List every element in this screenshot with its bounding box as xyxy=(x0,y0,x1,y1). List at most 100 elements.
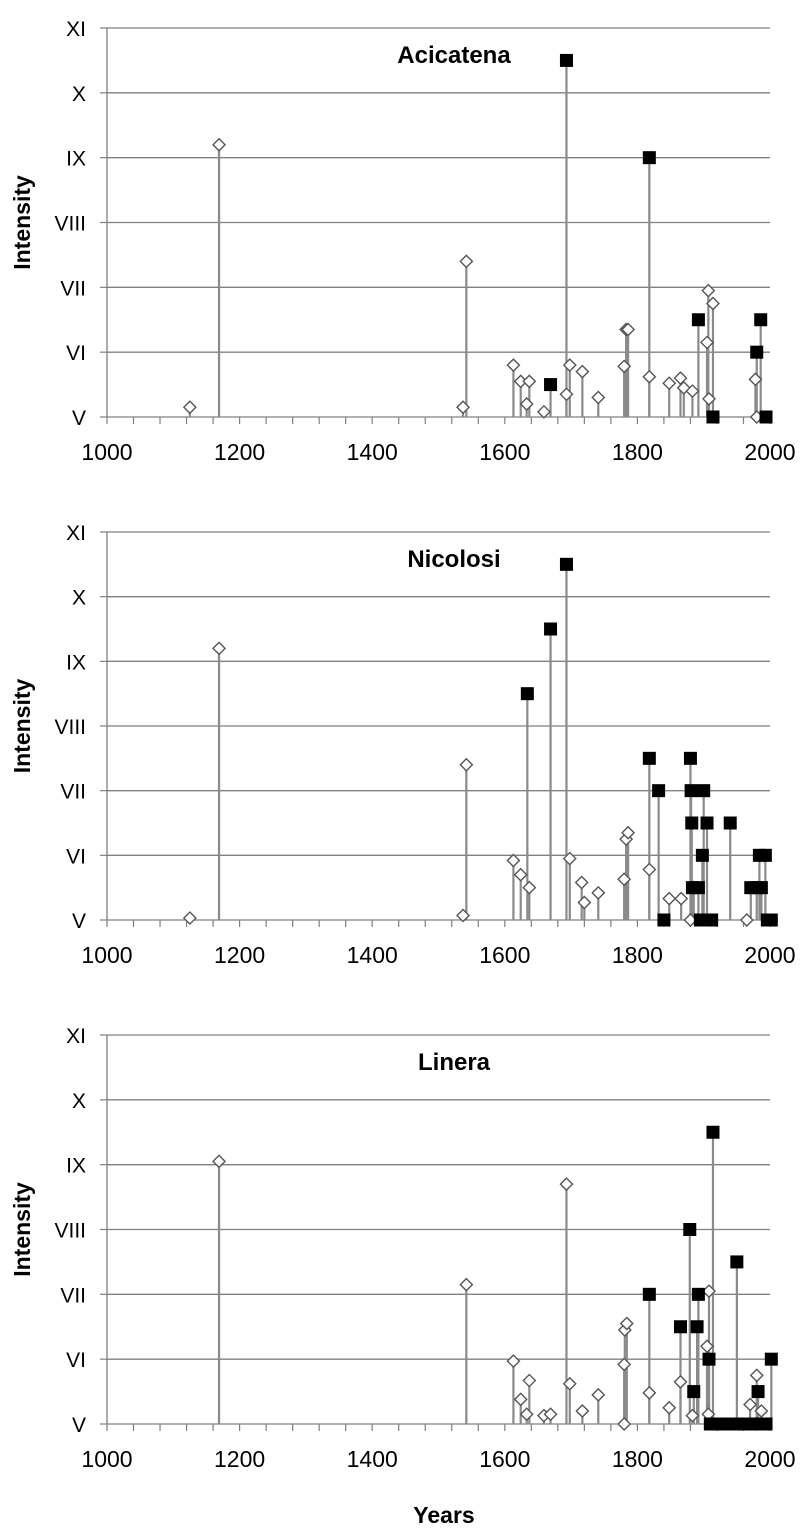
data-point-diamond xyxy=(574,875,589,890)
data-point-diamond xyxy=(685,1408,700,1423)
panel-linera: V VI VII VIII IX X XI 1000 1200 1400 1600 1800 2000 L… xyxy=(9,1025,796,1528)
y-tick-label: V xyxy=(72,910,86,933)
x-tick-label: 1000 xyxy=(81,439,132,465)
data-point-diamond xyxy=(506,853,521,868)
data-point-diamond xyxy=(701,283,716,298)
y-tick-label: IX xyxy=(66,1155,86,1178)
data-point-square xyxy=(683,751,697,765)
data-point-diamond xyxy=(642,369,657,384)
x-tick-label: 1800 xyxy=(612,942,663,968)
data-point-diamond xyxy=(513,867,528,882)
data-point-diamond xyxy=(642,1385,657,1400)
data-point-square xyxy=(764,1352,778,1366)
y-axis-label: Intensity xyxy=(9,679,35,774)
data-point-diamond xyxy=(575,1404,590,1419)
data-point-square xyxy=(657,913,671,927)
x-tick-label: 1000 xyxy=(81,942,132,968)
x-tick-label: 1200 xyxy=(214,942,265,968)
y-tick-label: X xyxy=(72,1090,86,1113)
x-tick-label: 2000 xyxy=(744,1446,795,1472)
data-point-square xyxy=(685,816,699,830)
data-point-diamond xyxy=(749,1368,764,1383)
data-point-square xyxy=(706,1125,720,1139)
data-point-diamond xyxy=(212,641,227,656)
data-point-diamond xyxy=(591,885,606,900)
y-tick-label: XI xyxy=(66,522,86,545)
data-point-square xyxy=(691,1287,705,1301)
y-tick-label: VI xyxy=(66,845,86,868)
data-point-square xyxy=(687,1385,701,1399)
data-point-square xyxy=(684,784,698,798)
data-point-diamond xyxy=(459,757,474,772)
data-point-square xyxy=(695,848,709,862)
x-tick-label: 1200 xyxy=(214,1446,265,1472)
panel-acicatena: V VI VII VIII IX X XI 1000 1200 1400 1600 1800 2000 A… xyxy=(9,18,796,465)
data-point-diamond xyxy=(621,322,636,337)
y-tick-label: XI xyxy=(66,1025,86,1048)
data-point-diamond xyxy=(591,1387,606,1402)
data-point-diamond xyxy=(506,358,521,373)
data-point-diamond xyxy=(212,1154,227,1169)
y-tick-label: X xyxy=(72,587,86,610)
data-point-square xyxy=(691,881,705,895)
data-point-square xyxy=(544,378,558,392)
data-point-square xyxy=(705,913,719,927)
data-point-square xyxy=(723,816,737,830)
data-point-diamond xyxy=(575,364,590,379)
data-point-diamond xyxy=(456,908,471,923)
data-point-diamond xyxy=(591,390,606,405)
y-tick-label: V xyxy=(72,407,86,430)
data-point-square xyxy=(754,881,768,895)
data-point-diamond xyxy=(506,1354,521,1369)
data-point-diamond xyxy=(621,825,636,840)
y-axis-label: Intensity xyxy=(9,175,35,270)
data-point-diamond xyxy=(182,400,197,415)
data-point-square xyxy=(730,1255,744,1269)
data-point-square xyxy=(544,622,558,636)
data-point-diamond xyxy=(662,891,677,906)
data-point-diamond xyxy=(748,372,763,387)
data-point-square xyxy=(559,53,573,67)
data-point-diamond xyxy=(212,137,227,152)
y-axis-label: Intensity xyxy=(9,1182,35,1277)
data-point-diamond xyxy=(519,1407,534,1422)
data-point-square xyxy=(702,1352,716,1366)
data-point-square xyxy=(690,1320,704,1334)
data-point-diamond xyxy=(513,1392,528,1407)
y-tick-label: VII xyxy=(60,781,86,804)
data-point-diamond xyxy=(519,397,534,412)
x-tick-label: 1800 xyxy=(612,439,663,465)
y-tick-label: VII xyxy=(60,277,86,300)
data-point-square xyxy=(691,313,705,327)
x-tick-label: 1400 xyxy=(347,439,398,465)
data-point-diamond xyxy=(459,1277,474,1292)
data-point-diamond xyxy=(702,391,716,406)
panel-nicolosi: V VI VII VIII IX X XI 1000 1200 1400 1600 1800 2000 N… xyxy=(9,522,796,968)
x-tick-label: 1800 xyxy=(612,1446,663,1472)
y-tick-label: V xyxy=(72,1414,86,1437)
data-point-diamond xyxy=(673,371,688,386)
data-point-diamond xyxy=(182,911,197,926)
y-tick-label: X xyxy=(72,83,86,106)
data-point-square xyxy=(758,848,772,862)
data-point-square xyxy=(754,313,768,327)
x-tick-label: 2000 xyxy=(744,942,795,968)
x-tick-label: 1200 xyxy=(214,439,265,465)
data-point-square xyxy=(642,751,656,765)
data-point-diamond xyxy=(673,1374,688,1389)
x-tick-label: 1400 xyxy=(347,942,398,968)
data-point-diamond xyxy=(536,404,551,419)
panel-title: Acicatena xyxy=(397,42,511,69)
data-point-diamond xyxy=(642,862,657,877)
data-point-diamond xyxy=(522,880,537,895)
y-tick-label: VI xyxy=(66,1349,86,1372)
data-point-square xyxy=(673,1320,687,1334)
data-point-diamond xyxy=(617,359,632,374)
y-tick-label: VII xyxy=(60,1284,86,1307)
data-point-diamond xyxy=(662,1400,677,1415)
data-point-diamond xyxy=(577,895,592,910)
y-tick-label: VI xyxy=(66,342,86,365)
data-point-diamond xyxy=(702,1284,716,1299)
y-tick-label: VIII xyxy=(54,716,86,739)
